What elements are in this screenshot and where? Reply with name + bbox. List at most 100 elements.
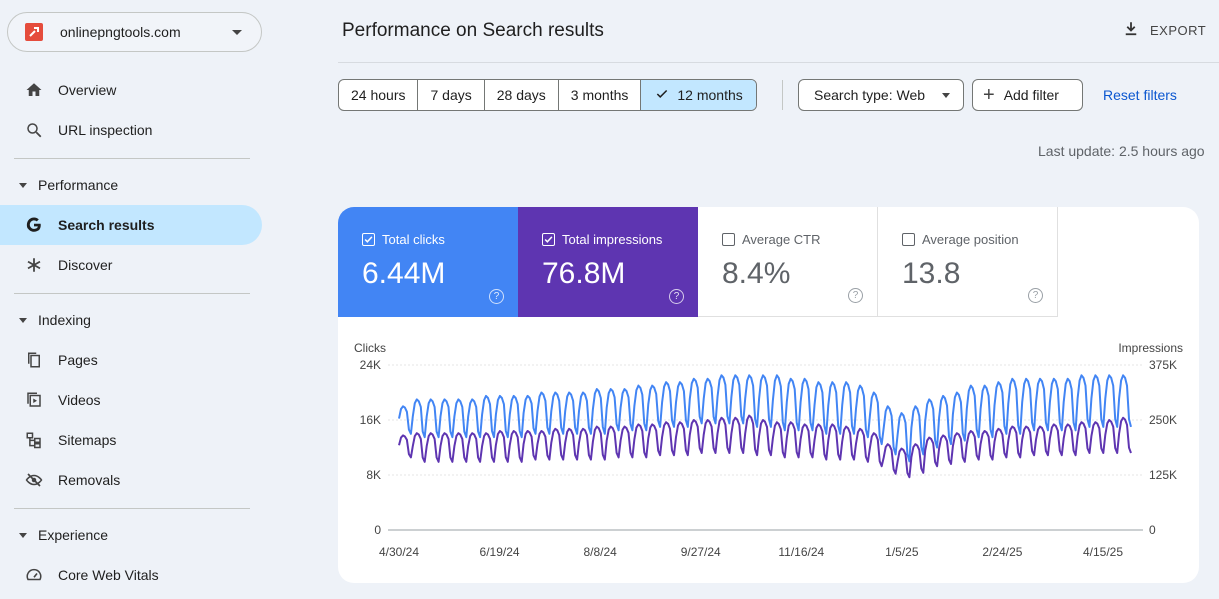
- export-button[interactable]: EXPORT: [1122, 20, 1206, 41]
- right-axis-title: Impressions: [1118, 341, 1183, 355]
- x-tick-label: 1/5/25: [885, 545, 919, 559]
- section-indexing[interactable]: Indexing: [0, 305, 91, 335]
- range-28-days[interactable]: 28 days: [485, 80, 559, 110]
- checkbox-checked-icon[interactable]: [542, 233, 555, 246]
- metric-label: Average position: [922, 232, 1019, 247]
- range-24-hours[interactable]: 24 hours: [339, 80, 419, 110]
- search-icon: [24, 120, 44, 140]
- metric-average-ctr[interactable]: Average CTR 8.4% ?: [698, 207, 878, 317]
- nav-core-web-vitals[interactable]: Core Web Vitals: [0, 555, 262, 595]
- page-title: Performance on Search results: [342, 20, 604, 41]
- series-line-total-impressions[interactable]: [398, 414, 1132, 479]
- range-12-months[interactable]: 12 months: [641, 80, 756, 110]
- checkbox-unchecked-icon[interactable]: [902, 233, 915, 246]
- help-icon[interactable]: ?: [669, 289, 684, 304]
- plus-icon: +: [983, 84, 995, 106]
- left-tick-label: 8K: [366, 468, 381, 482]
- chevron-down-icon: [232, 30, 242, 35]
- video-icon: [24, 390, 44, 410]
- eye-off-icon: [24, 470, 44, 490]
- divider: [14, 293, 250, 294]
- range-7-days[interactable]: 7 days: [418, 80, 485, 110]
- range-label: 7 days: [430, 87, 472, 103]
- nav-removals[interactable]: Removals: [0, 460, 262, 500]
- x-tick-label: 11/16/24: [778, 545, 824, 559]
- nav-removals-label: Removals: [58, 472, 121, 488]
- collapse-icon: [19, 317, 27, 323]
- nav-discover[interactable]: Discover: [0, 245, 262, 285]
- x-tick-label: 2/24/25: [982, 545, 1022, 559]
- range-label: 28 days: [496, 87, 546, 103]
- search-type-label: Search type: Web: [814, 87, 926, 103]
- check-icon: [655, 87, 669, 104]
- nav-overview[interactable]: Overview: [0, 70, 262, 110]
- nav-overview-label: Overview: [58, 82, 117, 98]
- nav-pages[interactable]: Pages: [0, 340, 262, 380]
- nav-search-results[interactable]: Search results: [0, 205, 262, 245]
- section-experience-label: Experience: [38, 527, 109, 543]
- nav-search-results-label: Search results: [58, 217, 155, 233]
- help-icon[interactable]: ?: [1028, 288, 1043, 303]
- nav-videos-label: Videos: [58, 392, 101, 408]
- x-tick-label: 4/30/24: [379, 545, 419, 559]
- google-icon: [24, 215, 44, 235]
- checkbox-checked-icon[interactable]: [362, 233, 375, 246]
- section-performance[interactable]: Performance: [0, 170, 118, 200]
- right-tick-label: 0: [1149, 523, 1156, 537]
- left-tick-label: 16K: [360, 413, 381, 427]
- range-label: 12 months: [677, 87, 743, 103]
- metric-value: 13.8: [902, 257, 961, 290]
- sidebar: onlinepngtools.com Overview URL inspecti…: [0, 0, 270, 599]
- chevron-down-icon: [942, 93, 950, 98]
- help-icon[interactable]: ?: [848, 288, 863, 303]
- x-tick-label: 4/15/25: [1083, 545, 1123, 559]
- checkbox-unchecked-icon[interactable]: [722, 233, 735, 246]
- section-experience[interactable]: Experience: [0, 520, 108, 550]
- nav-discover-label: Discover: [58, 257, 113, 273]
- property-selector[interactable]: onlinepngtools.com: [7, 12, 262, 52]
- nav-sitemaps[interactable]: Sitemaps: [0, 420, 262, 460]
- property-name: onlinepngtools.com: [60, 24, 181, 40]
- collapse-icon: [19, 182, 27, 188]
- export-label: EXPORT: [1150, 23, 1207, 38]
- nav-core-web-vitals-label: Core Web Vitals: [58, 567, 159, 583]
- filter-separator: [782, 80, 783, 110]
- sitemap-icon: [24, 430, 44, 450]
- property-favicon-icon: [25, 23, 43, 41]
- nav-pages-label: Pages: [58, 352, 98, 368]
- left-tick-label: 24K: [360, 358, 381, 372]
- date-range-selector: 24 hours 7 days 28 days 3 months 12 mont…: [338, 79, 757, 111]
- divider: [14, 508, 250, 509]
- range-label: 3 months: [570, 87, 629, 103]
- search-type-dropdown[interactable]: Search type: Web: [798, 79, 964, 111]
- metric-total-impressions[interactable]: Total impressions 76.8M ?: [518, 207, 698, 317]
- right-tick-label: 375K: [1149, 358, 1177, 372]
- asterisk-icon: [24, 255, 44, 275]
- last-update-text: Last update: 2.5 hours ago: [1038, 143, 1205, 159]
- collapse-icon: [19, 532, 27, 538]
- metric-label: Average CTR: [742, 232, 821, 247]
- metric-value: 8.4%: [722, 257, 791, 290]
- home-icon: [24, 80, 44, 100]
- range-3-months[interactable]: 3 months: [559, 80, 642, 110]
- metric-total-clicks[interactable]: Total clicks 6.44M ?: [338, 207, 518, 317]
- left-tick-label: 0: [374, 523, 381, 537]
- nav-url-inspection-label: URL inspection: [58, 122, 153, 138]
- nav-url-inspection[interactable]: URL inspection: [0, 110, 262, 150]
- left-axis-title: Clicks: [354, 341, 386, 355]
- series-line-total-clicks[interactable]: [398, 374, 1132, 463]
- range-label: 24 hours: [351, 87, 406, 103]
- help-icon[interactable]: ?: [489, 289, 504, 304]
- add-filter-button[interactable]: + Add filter: [972, 79, 1083, 111]
- performance-chart[interactable]: Clicks Impressions 24K 375K 16K 250K 8K 125K 0…: [338, 330, 1199, 575]
- divider: [14, 158, 250, 159]
- metric-value: 76.8M: [542, 257, 626, 290]
- metric-label: Total impressions: [562, 232, 663, 247]
- metric-value: 6.44M: [362, 257, 446, 290]
- nav-videos[interactable]: Videos: [0, 380, 262, 420]
- metric-average-position[interactable]: Average position 13.8 ?: [878, 207, 1058, 317]
- x-tick-label: 8/8/24: [583, 545, 617, 559]
- x-tick-label: 6/19/24: [480, 545, 520, 559]
- metric-label: Total clicks: [382, 232, 445, 247]
- reset-filters-link[interactable]: Reset filters: [1103, 87, 1177, 103]
